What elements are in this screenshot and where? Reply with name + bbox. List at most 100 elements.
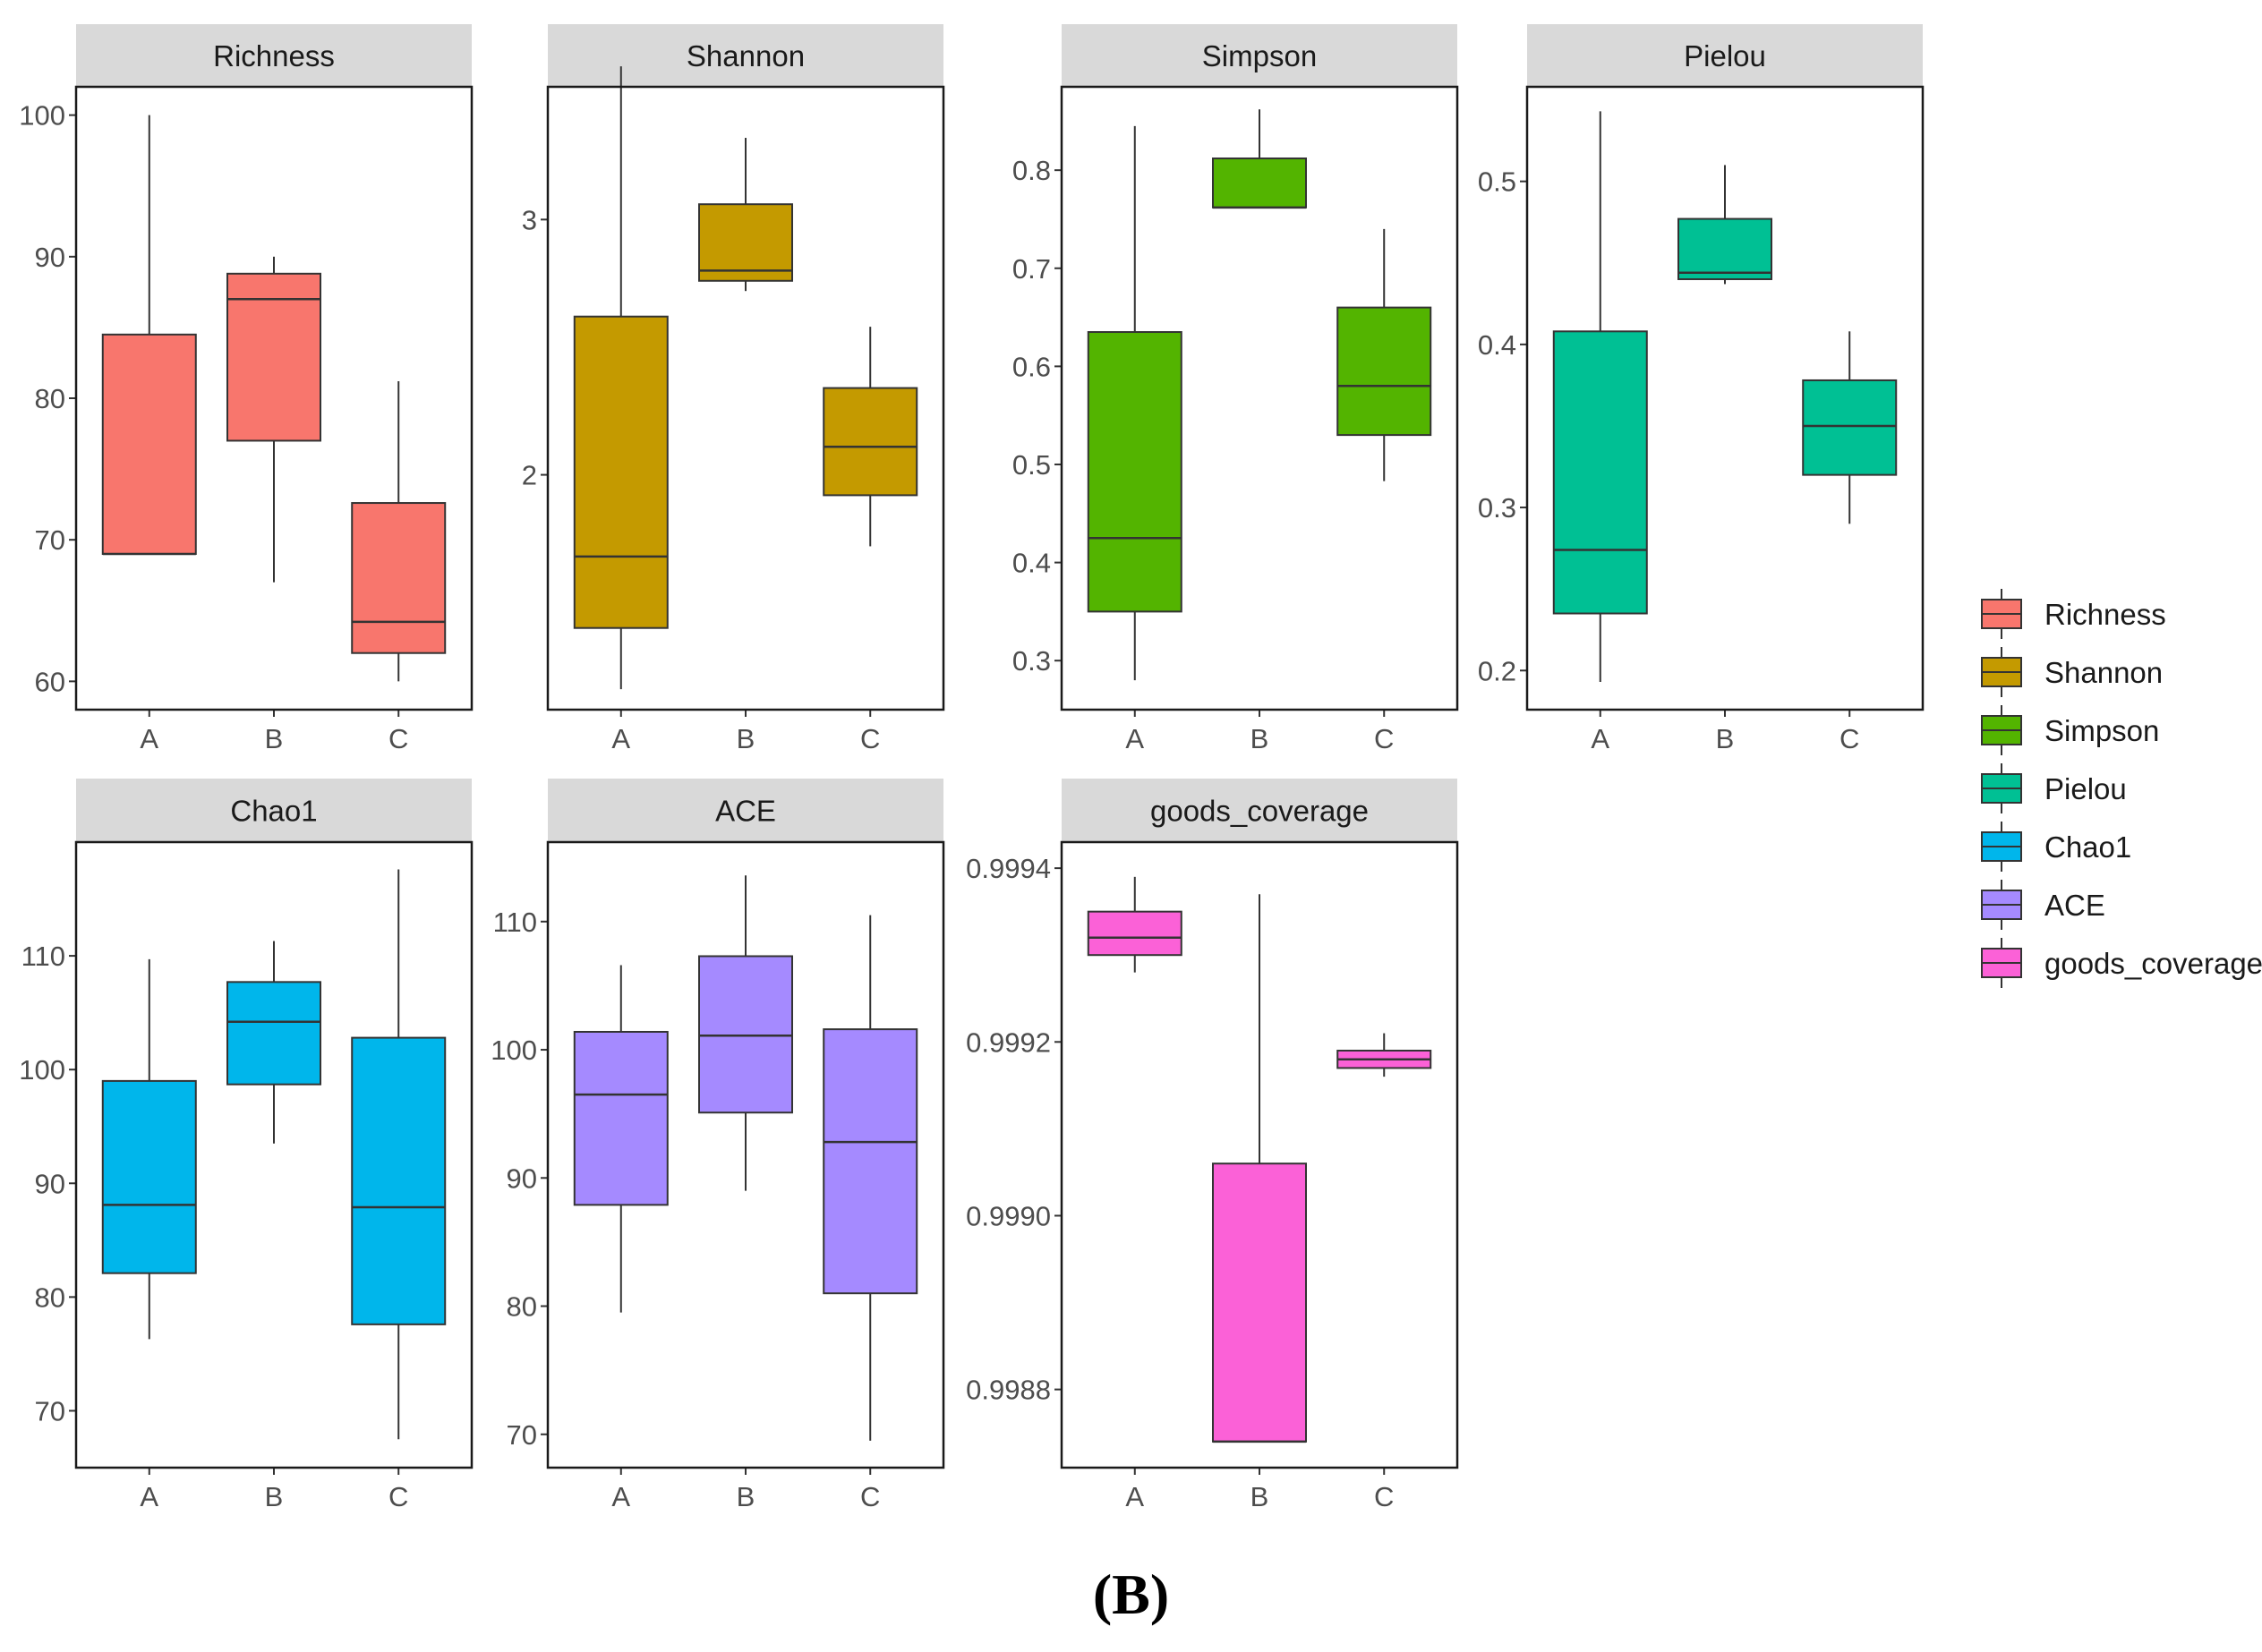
facet-strip-label: Pielou bbox=[1684, 39, 1766, 72]
box-iqr bbox=[1087, 910, 1182, 957]
panel-border bbox=[546, 85, 945, 711]
y-tick-label: 0.6 bbox=[1012, 351, 1051, 382]
box-c bbox=[823, 915, 918, 1441]
x-tick-label: B bbox=[1251, 723, 1269, 754]
y-tick-label: 0.4 bbox=[1012, 548, 1051, 579]
y-tick-label: 0.5 bbox=[1012, 449, 1051, 481]
facet-strip-label: Chao1 bbox=[230, 795, 317, 828]
facet-panel-pielou: Pielou 0.2 0.3 0.4 0.5 A B C bbox=[1478, 24, 1925, 754]
facet-panel-goods-coverage: goods_coverage 0.9988 0.9990 0.9992 0.9994 A B… bbox=[966, 779, 1459, 1512]
box-iqr bbox=[1802, 379, 1898, 476]
y-tick-label: 80 bbox=[35, 383, 65, 414]
box-c bbox=[351, 869, 447, 1440]
x-tick-label: A bbox=[1125, 723, 1144, 754]
box-a bbox=[1552, 111, 1648, 683]
panel-border bbox=[1060, 85, 1459, 711]
box-iqr bbox=[101, 333, 197, 555]
y-tick-label: 0.9990 bbox=[966, 1200, 1051, 1231]
x-tick-label: C bbox=[860, 723, 880, 754]
y-tick-label: 0.7 bbox=[1012, 253, 1051, 285]
box-a bbox=[101, 958, 197, 1340]
y-tick-label: 2 bbox=[522, 460, 537, 491]
x-tick-label: A bbox=[140, 723, 158, 754]
facet-strip bbox=[548, 24, 943, 87]
panel-border bbox=[74, 85, 474, 711]
facet-strip-label: goods_coverage bbox=[1150, 795, 1369, 828]
facet-strip bbox=[1062, 779, 1457, 842]
panel-border bbox=[74, 840, 474, 1469]
legend: Richness Shannon Simpson Pielou Chao1 ACE good… bbox=[1981, 589, 2262, 988]
box-iqr bbox=[226, 981, 321, 1086]
y-tick-label: 90 bbox=[35, 1168, 65, 1199]
legend-label: Pielou bbox=[2044, 772, 2127, 805]
y-tick-label: 0.9992 bbox=[966, 1026, 1051, 1058]
panel-border bbox=[1060, 840, 1459, 1469]
figure-label: (B) bbox=[1092, 1563, 1170, 1626]
y-tick-label: 0.9994 bbox=[966, 853, 1051, 884]
box-a bbox=[1087, 125, 1182, 681]
box-b bbox=[1677, 165, 1772, 285]
box-c bbox=[823, 327, 918, 547]
x-tick-label: C bbox=[388, 1481, 408, 1512]
legend-item-shannon: Shannon bbox=[1981, 647, 2163, 697]
box-iqr bbox=[351, 502, 447, 654]
y-tick-label: 0.5 bbox=[1478, 166, 1516, 198]
facet-panel-chao1: Chao1 70 80 90 100 110 A B C bbox=[19, 779, 474, 1512]
box-c bbox=[1802, 331, 1898, 524]
y-tick-label: 100 bbox=[19, 1054, 65, 1086]
box-b bbox=[1212, 894, 1307, 1443]
x-tick-label: C bbox=[1374, 1481, 1394, 1512]
box-a bbox=[573, 66, 669, 690]
y-tick-label: 110 bbox=[21, 941, 65, 972]
box-b bbox=[226, 941, 321, 1144]
box-b bbox=[226, 256, 321, 583]
box-c bbox=[1336, 1033, 1432, 1077]
box-iqr bbox=[1552, 330, 1648, 615]
legend-item-goods-coverage: goods_coverage bbox=[1981, 938, 2262, 988]
y-tick-label: 90 bbox=[35, 242, 65, 273]
x-tick-label: C bbox=[388, 723, 408, 754]
legend-item-ace: ACE bbox=[1981, 880, 2105, 930]
x-tick-label: A bbox=[611, 1481, 630, 1512]
box-iqr bbox=[573, 315, 669, 629]
x-tick-label: A bbox=[140, 1481, 158, 1512]
y-tick-label: 100 bbox=[19, 100, 65, 132]
x-tick-label: A bbox=[1125, 1481, 1144, 1512]
y-tick-label: 80 bbox=[507, 1291, 537, 1323]
y-tick-label: 0.2 bbox=[1478, 655, 1516, 686]
y-tick-label: 0.9988 bbox=[966, 1375, 1051, 1406]
facet-strip-label: Shannon bbox=[687, 39, 805, 72]
x-tick-label: C bbox=[1839, 723, 1859, 754]
facet-panel-ace: ACE 70 80 90 100 110 A B C bbox=[491, 779, 945, 1512]
y-tick-label: 0.8 bbox=[1012, 155, 1051, 186]
legend-item-chao1: Chao1 bbox=[1981, 822, 2131, 872]
box-iqr bbox=[226, 272, 321, 442]
x-tick-label: B bbox=[1716, 723, 1735, 754]
box-iqr bbox=[101, 1079, 197, 1274]
y-tick-label: 0.3 bbox=[1012, 645, 1051, 677]
box-iqr bbox=[351, 1036, 447, 1325]
y-tick-label: 3 bbox=[522, 204, 537, 235]
y-tick-label: 110 bbox=[493, 907, 537, 938]
box-iqr bbox=[698, 203, 793, 282]
x-tick-label: B bbox=[737, 1481, 755, 1512]
x-tick-label: B bbox=[265, 1481, 284, 1512]
y-tick-label: 70 bbox=[35, 524, 65, 556]
y-tick-label: 70 bbox=[35, 1395, 65, 1426]
box-c bbox=[1336, 228, 1432, 481]
x-tick-label: B bbox=[1251, 1481, 1269, 1512]
box-iqr bbox=[698, 955, 793, 1114]
x-tick-label: C bbox=[860, 1481, 880, 1512]
legend-label: goods_coverage bbox=[2044, 947, 2262, 980]
legend-item-pielou: Pielou bbox=[1981, 763, 2127, 813]
y-tick-label: 90 bbox=[507, 1162, 537, 1194]
facet-panel-shannon: Shannon 2 3 A B C bbox=[522, 24, 945, 754]
x-tick-label: B bbox=[737, 723, 755, 754]
facet-strip bbox=[76, 779, 472, 842]
box-b bbox=[1212, 109, 1307, 209]
box-iqr bbox=[573, 1030, 669, 1206]
legend-label: Chao1 bbox=[2044, 830, 2131, 864]
box-iqr bbox=[1677, 217, 1772, 280]
box-iqr bbox=[1212, 158, 1307, 209]
